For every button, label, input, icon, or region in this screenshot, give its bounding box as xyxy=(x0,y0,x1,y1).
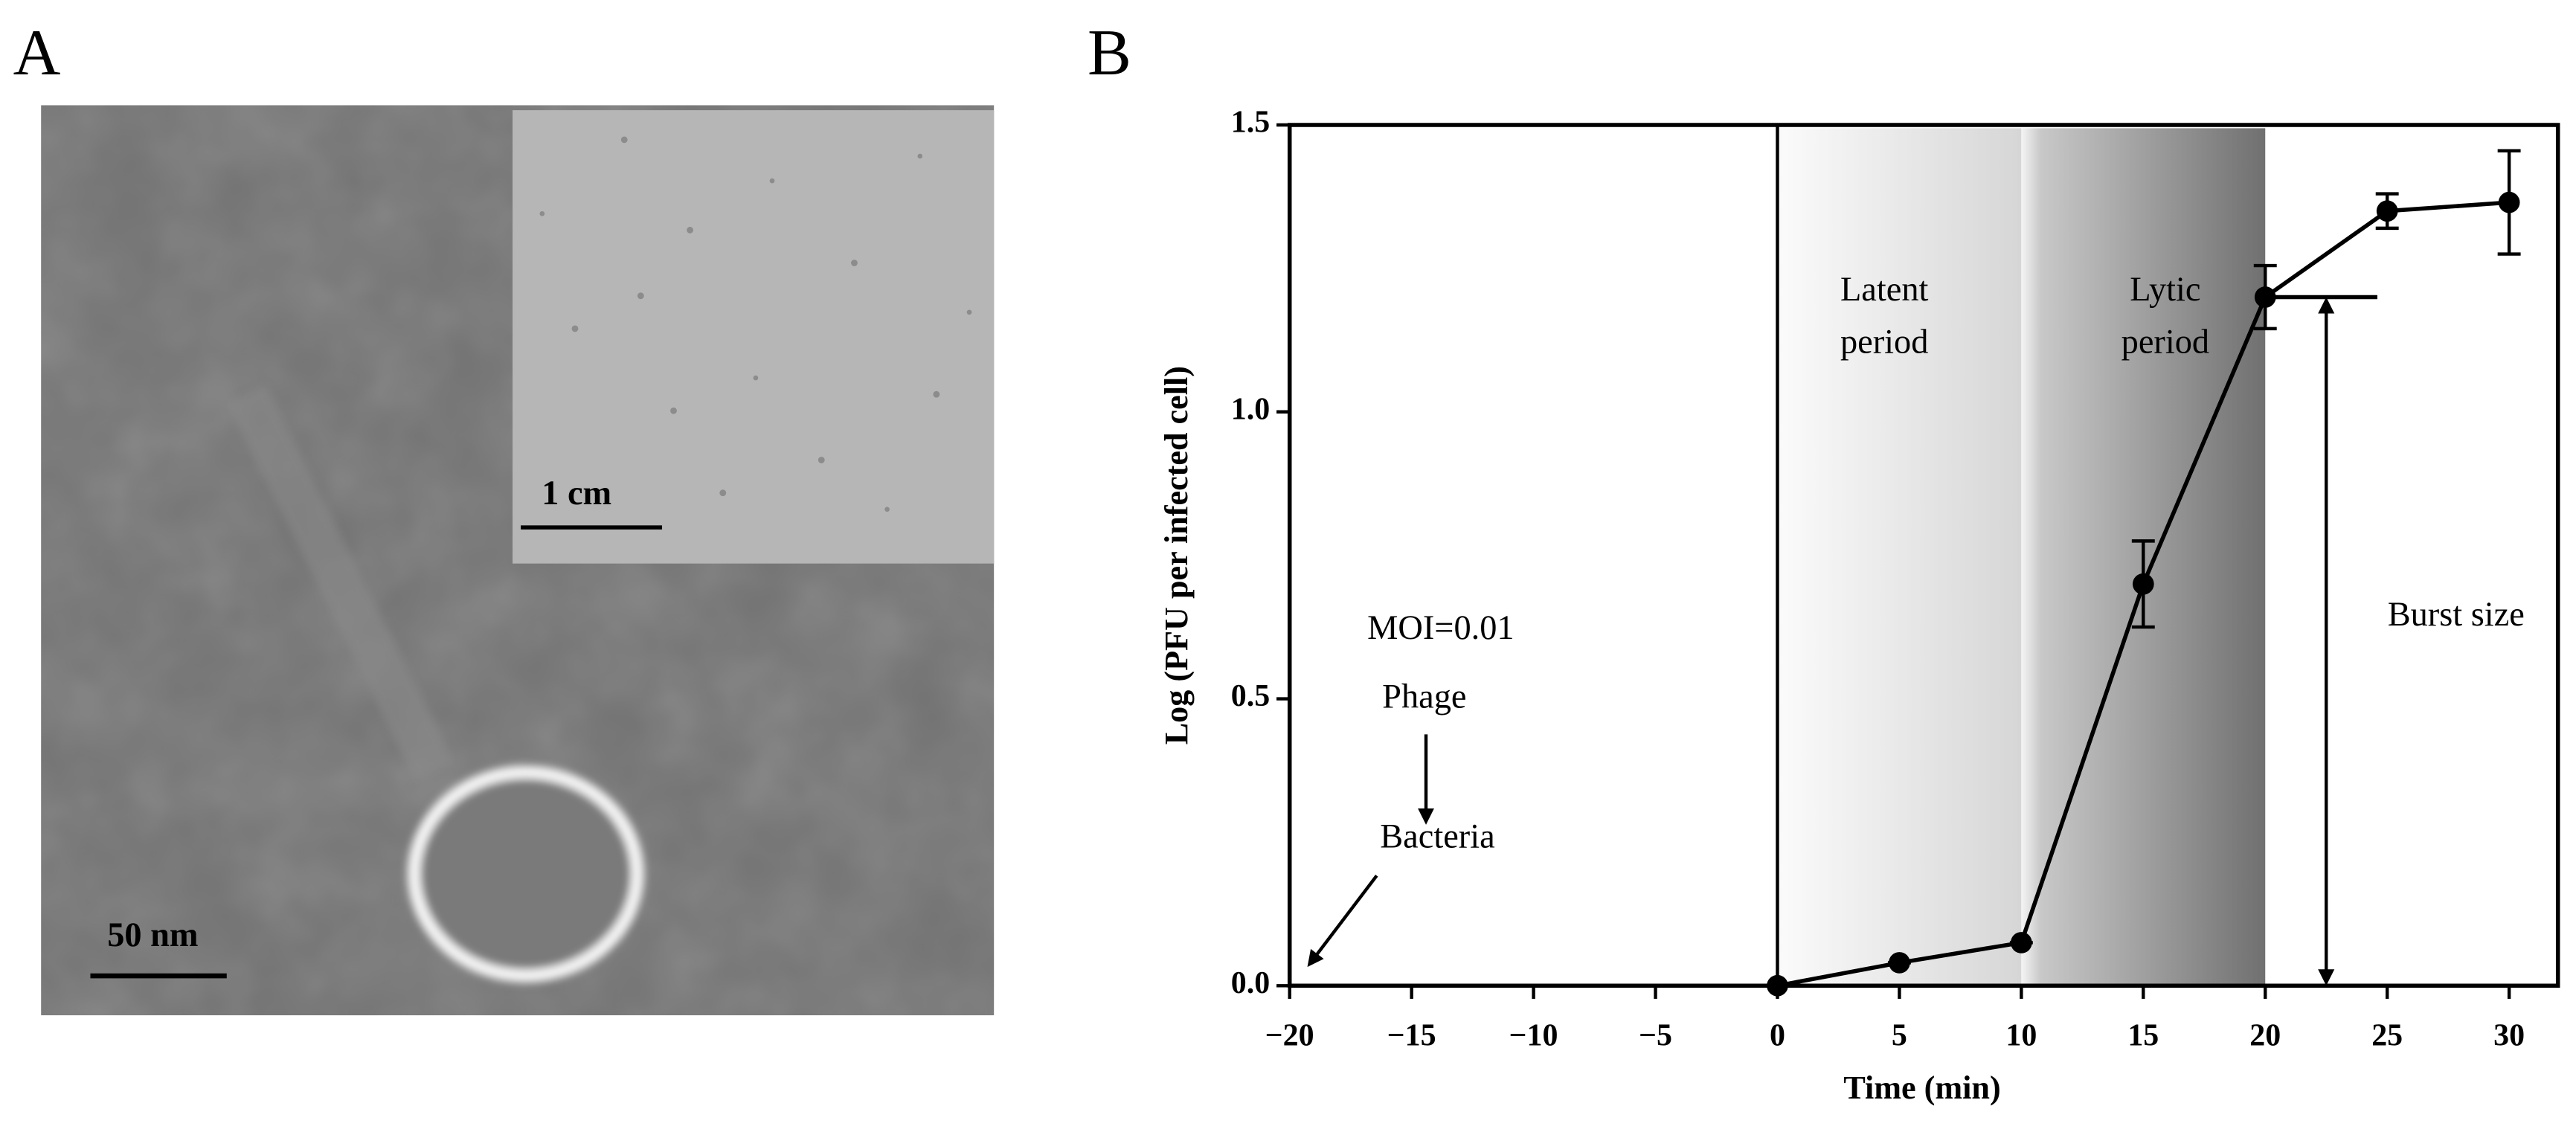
x-tick-label: −20 xyxy=(1265,1019,1314,1053)
annotation: Bacteria xyxy=(1380,817,1494,855)
y-axis-label: Log (PFU per infected cell) xyxy=(1158,366,1195,745)
data-point xyxy=(2498,191,2520,213)
chart: −20 −15 −10 −5 0 5 10 15 20 25 30 0.0 0.5 1.0 1.5 xyxy=(1231,106,2560,1053)
data-point xyxy=(2376,200,2398,222)
y-tick-label: 0.5 xyxy=(1231,679,1270,713)
phage-tail xyxy=(227,385,455,782)
x-axis-label: Time (min) xyxy=(1843,1070,2000,1106)
latent-region xyxy=(1777,128,2022,986)
data-point xyxy=(1889,952,1910,974)
annotation: Burst size xyxy=(2388,596,2525,634)
phage-head xyxy=(407,765,644,983)
x-tick-label: 5 xyxy=(1892,1019,1907,1053)
x-tick-label: 20 xyxy=(2249,1019,2281,1053)
annotation: MOI=0.01 xyxy=(1367,609,1514,647)
annotation: Lytic xyxy=(2130,271,2200,309)
x-tick-label: 10 xyxy=(2005,1019,2037,1053)
scale-label: 50 nm xyxy=(107,916,198,954)
annotation: Latent xyxy=(1840,271,1929,309)
annotation: period xyxy=(2121,324,2209,361)
x-tick-label: 25 xyxy=(2371,1019,2403,1053)
x-tick-label: 15 xyxy=(2127,1019,2159,1053)
x-tick-label: 0 xyxy=(1770,1019,1785,1053)
plaques xyxy=(539,136,972,512)
plot-frame xyxy=(1287,123,2560,988)
micrograph: 1 cm 50 nm xyxy=(41,105,995,1016)
annotation: Phage xyxy=(1382,678,1466,716)
inset-scale-label: 1 cm xyxy=(542,475,611,512)
y-tick-label: 0.0 xyxy=(1231,966,1270,1000)
y-tick-label: 1.0 xyxy=(1231,392,1270,426)
plaque-inset xyxy=(513,110,995,564)
annotation: period xyxy=(1840,324,1928,361)
x-tick-label: 30 xyxy=(2493,1019,2525,1053)
data-point xyxy=(2132,573,2154,595)
x-tick-label: −5 xyxy=(1639,1019,1672,1053)
x-tick-label: −15 xyxy=(1387,1019,1436,1053)
panel-label: A xyxy=(13,16,61,89)
panel-label: B xyxy=(1088,16,1131,89)
data-point xyxy=(1767,974,1788,997)
y-tick-label: 1.5 xyxy=(1231,106,1270,140)
data-point xyxy=(2011,932,2032,953)
arrow xyxy=(1307,874,1378,968)
x-tick-label: −10 xyxy=(1509,1019,1558,1053)
